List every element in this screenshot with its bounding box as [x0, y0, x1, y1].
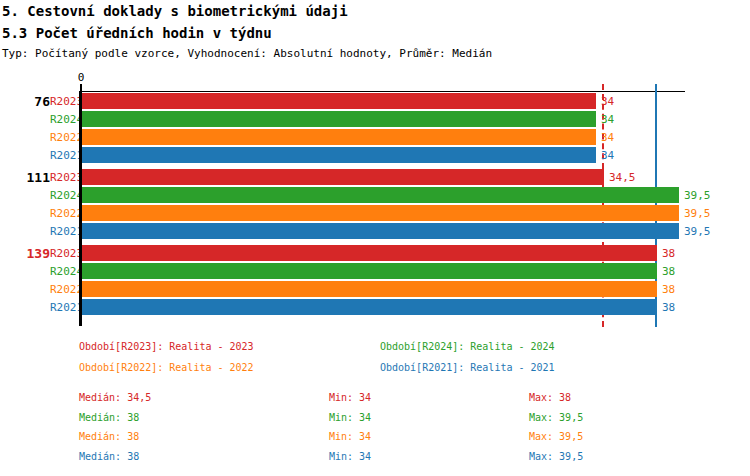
axis-zero-tick [80, 84, 82, 91]
bar-76-R2022 [81, 129, 596, 145]
bar-76-R2024 [81, 111, 596, 127]
stat-min: Min: 34 [329, 451, 371, 462]
stat-max: Max: 38 [529, 392, 571, 403]
stat-median: Medián: 38 [79, 412, 139, 423]
bar-139-R2022 [81, 281, 657, 297]
series-label: R2021 [50, 149, 77, 162]
report-meta-line: Typ: Počítaný podle vzorce, Vyhodnocení:… [2, 47, 492, 60]
legend-item: Období[R2021]: Realita - 2021 [380, 362, 555, 373]
series-label: R2022 [50, 131, 77, 144]
stat-min: Min: 34 [329, 412, 371, 423]
series-label: R2021 [50, 225, 77, 238]
stat-min: Min: 34 [329, 431, 371, 442]
legend-item: Období[R2024]: Realita - 2024 [380, 341, 555, 352]
chart-row-139-R2024: R2024 38 [0, 263, 711, 279]
bar-111-R2021 [81, 223, 679, 239]
series-label: R2023 [50, 171, 77, 184]
bar-value-label: 34,5 [609, 171, 636, 184]
group-label: 139 [0, 246, 50, 261]
chart-row-111-R2024: R2024 39,5 [0, 187, 711, 203]
bar-value-label: 38 [662, 301, 675, 314]
series-label: R2024 [50, 113, 77, 126]
bar-value-label: 34 [601, 131, 614, 144]
series-label: R2024 [50, 265, 77, 278]
bar-111-R2022 [81, 205, 679, 221]
series-label: R2021 [50, 301, 77, 314]
stat-max: Max: 39,5 [529, 431, 583, 442]
chart-row-139-R2022: R2022 38 [0, 281, 711, 297]
legend-item: Období[R2022]: Realita - 2022 [79, 362, 254, 373]
bar-value-label: 39,5 [684, 207, 711, 220]
bar-139-R2024 [81, 263, 657, 279]
axis-zero-label: 0 [73, 71, 89, 84]
chart-rows: 76R202334R202434R202234R202134111R202334… [0, 93, 711, 317]
chart-row-111-R2021: R2021 39,5 [0, 223, 711, 239]
axis-top-line [81, 91, 685, 92]
bar-value-label: 38 [662, 265, 675, 278]
chart-row-76-R2021: R2021 34 [0, 147, 711, 163]
chart-row-139-R2021: R2021 38 [0, 299, 711, 315]
stat-median: Medián: 34,5 [79, 392, 151, 403]
report-title: 5. Cestovní doklady s biometrickými údaj… [2, 3, 348, 19]
chart-row-111-R2022: R2022 39,5 [0, 205, 711, 221]
chart-row-139-R2023: 139R2023 38 [0, 245, 711, 261]
stat-median: Medián: 38 [79, 451, 139, 462]
group-label: 111 [0, 170, 50, 185]
axis-vertical-line [79, 91, 82, 326]
bar-value-label: 38 [662, 283, 675, 296]
chart-row-76-R2023: 76R2023 34 [0, 93, 711, 109]
chart-row-111-R2023: 111R2023 34,5 [0, 169, 711, 185]
report-subtitle: 5.3 Počet úředních hodin v týdnu [2, 25, 272, 41]
bar-value-label: 34 [601, 95, 614, 108]
bar-value-label: 39,5 [684, 225, 711, 238]
chart-row-76-R2022: R2022 34 [0, 129, 711, 145]
stat-max: Max: 39,5 [529, 451, 583, 462]
bar-76-R2021 [81, 147, 596, 163]
series-label: R2022 [50, 283, 77, 296]
stat-median: Medián: 38 [79, 431, 139, 442]
series-label: R2024 [50, 189, 77, 202]
bar-111-R2024 [81, 187, 679, 203]
group-label: 76 [0, 94, 50, 109]
bar-value-label: 39,5 [684, 189, 711, 202]
chart-row-76-R2024: R2024 34 [0, 111, 711, 127]
bar-139-R2021 [81, 299, 657, 315]
series-label: R2023 [50, 95, 77, 108]
bar-111-R2023 [81, 169, 604, 185]
report-page: 5. Cestovní doklady s biometrickými údaj… [0, 0, 750, 476]
stat-min: Min: 34 [329, 392, 371, 403]
bar-76-R2023 [81, 93, 596, 109]
bar-value-label: 34 [601, 113, 614, 126]
bar-139-R2023 [81, 245, 657, 261]
series-label: R2022 [50, 207, 77, 220]
series-label: R2023 [50, 247, 77, 260]
stat-max: Max: 39,5 [529, 412, 583, 423]
legend-item: Období[R2023]: Realita - 2023 [79, 341, 254, 352]
bar-value-label: 38 [662, 247, 675, 260]
bar-value-label: 34 [601, 149, 614, 162]
